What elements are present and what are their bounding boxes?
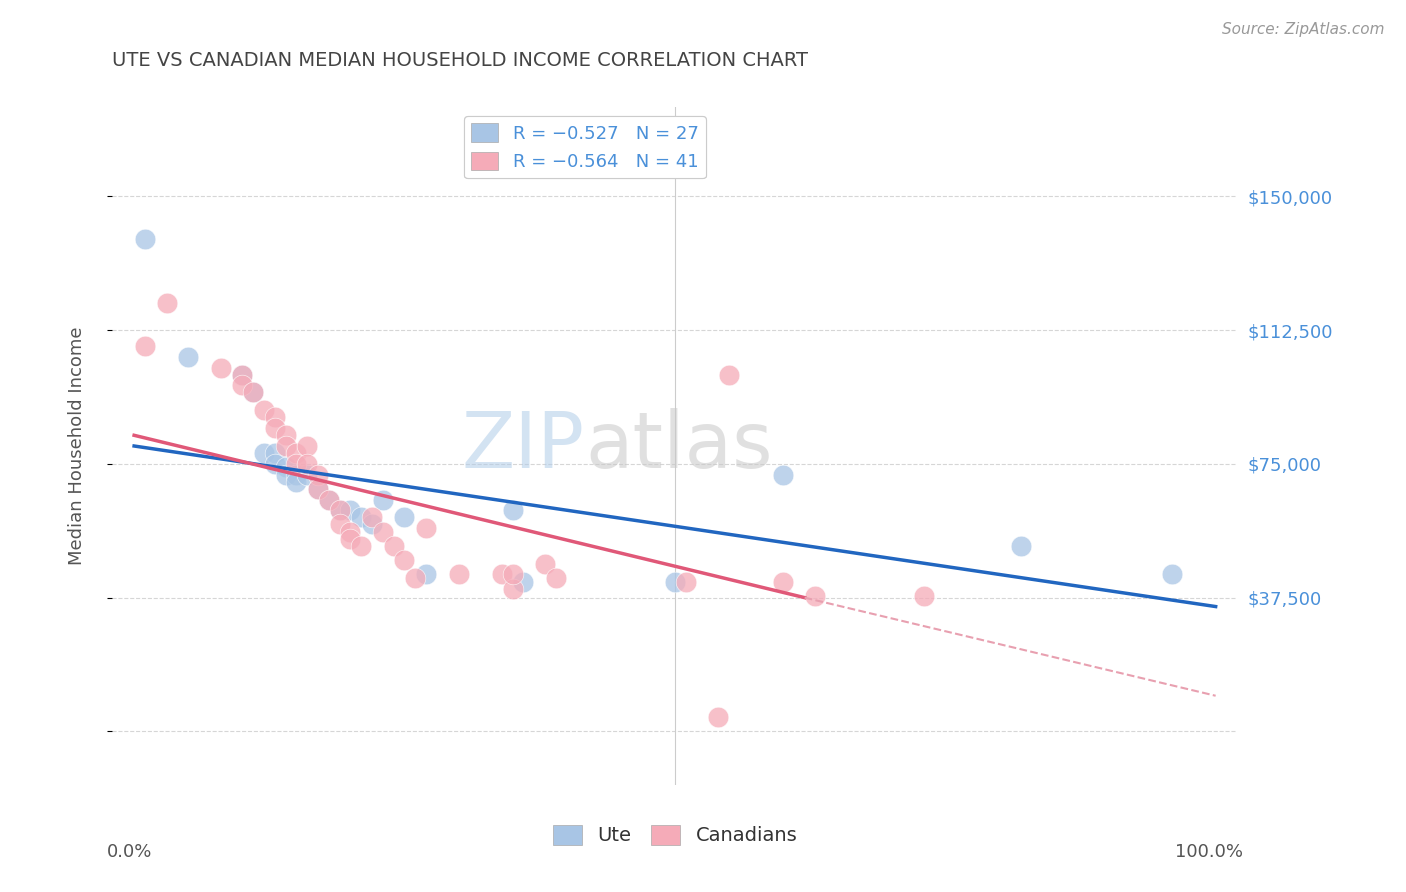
Point xyxy=(502,582,524,596)
Point xyxy=(285,446,308,460)
Point xyxy=(382,539,405,553)
Point xyxy=(177,350,200,364)
Point xyxy=(717,368,740,382)
Point xyxy=(295,457,318,471)
Point xyxy=(394,510,416,524)
Point xyxy=(263,457,285,471)
Point xyxy=(371,492,394,507)
Point xyxy=(253,446,276,460)
Point xyxy=(404,571,426,585)
Text: UTE VS CANADIAN MEDIAN HOUSEHOLD INCOME CORRELATION CHART: UTE VS CANADIAN MEDIAN HOUSEHOLD INCOME … xyxy=(112,52,808,70)
Point xyxy=(912,589,935,603)
Point xyxy=(134,339,156,353)
Point xyxy=(329,503,352,517)
Point xyxy=(502,567,524,582)
Point xyxy=(307,482,329,496)
Text: 100.0%: 100.0% xyxy=(1175,843,1243,861)
Point xyxy=(134,232,156,246)
Point xyxy=(263,410,285,425)
Point xyxy=(209,360,232,375)
Point xyxy=(274,439,297,453)
Point xyxy=(1010,539,1032,553)
Point xyxy=(502,503,524,517)
Point xyxy=(394,553,416,567)
Point xyxy=(274,428,297,442)
Point xyxy=(675,574,697,589)
Point xyxy=(274,467,297,482)
Point xyxy=(544,571,567,585)
Point xyxy=(285,475,308,489)
Point xyxy=(274,460,297,475)
Point xyxy=(242,385,264,400)
Point xyxy=(231,368,253,382)
Point xyxy=(253,403,276,417)
Point xyxy=(371,524,394,539)
Point xyxy=(231,378,253,392)
Point xyxy=(307,467,329,482)
Point xyxy=(263,421,285,435)
Point xyxy=(361,510,384,524)
Text: 0.0%: 0.0% xyxy=(107,843,152,861)
Text: atlas: atlas xyxy=(585,408,772,484)
Point xyxy=(231,368,253,382)
Point xyxy=(361,517,384,532)
Text: Source: ZipAtlas.com: Source: ZipAtlas.com xyxy=(1222,22,1385,37)
Point xyxy=(339,532,361,546)
Text: ZIP: ZIP xyxy=(463,408,585,484)
Y-axis label: Median Household Income: Median Household Income xyxy=(67,326,86,566)
Point xyxy=(415,521,437,535)
Point xyxy=(155,296,177,310)
Point xyxy=(285,457,308,471)
Point xyxy=(491,567,513,582)
Legend: R = −0.527   N = 27, R = −0.564   N = 41: R = −0.527 N = 27, R = −0.564 N = 41 xyxy=(464,116,706,178)
Point xyxy=(329,517,352,532)
Point xyxy=(707,710,730,724)
Point xyxy=(285,467,308,482)
Point xyxy=(664,574,686,589)
Point xyxy=(318,492,340,507)
Point xyxy=(804,589,827,603)
Point xyxy=(415,567,437,582)
Point xyxy=(447,567,470,582)
Point xyxy=(1161,567,1184,582)
Point xyxy=(339,503,361,517)
Point xyxy=(242,385,264,400)
Point xyxy=(318,492,340,507)
Point xyxy=(307,482,329,496)
Point xyxy=(329,503,352,517)
Point xyxy=(350,510,373,524)
Point xyxy=(339,524,361,539)
Point xyxy=(512,574,534,589)
Point xyxy=(295,439,318,453)
Point xyxy=(350,539,373,553)
Point xyxy=(772,574,794,589)
Point xyxy=(772,467,794,482)
Point xyxy=(534,557,557,571)
Point xyxy=(263,446,285,460)
Point xyxy=(295,467,318,482)
